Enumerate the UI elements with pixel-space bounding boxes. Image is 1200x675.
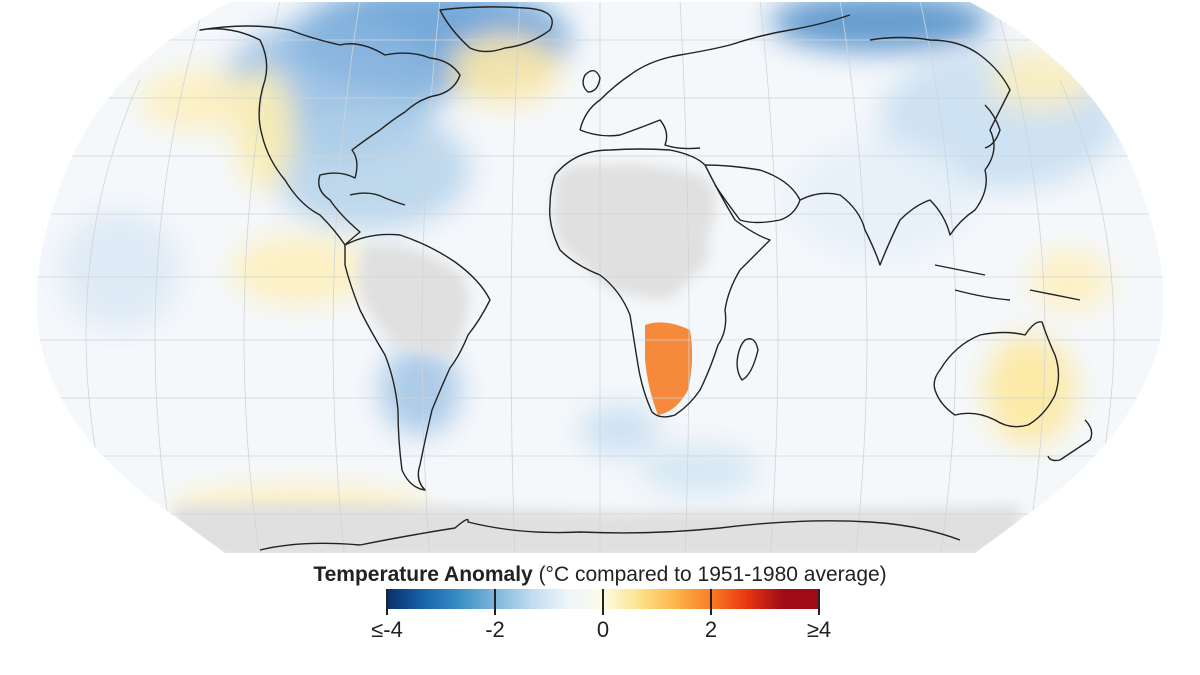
- coast-british-isles: [582, 70, 601, 93]
- legend-color-stop: [747, 589, 784, 609]
- coast-africa: [549, 148, 771, 418]
- legend-label-zero: 0: [596, 617, 610, 642]
- legend-label-min: ≤-4: [371, 617, 403, 642]
- coast-australia: [933, 321, 1060, 428]
- legend-color-stop: [567, 589, 604, 609]
- legend-color-stop: [639, 589, 676, 609]
- legend-tick-max: [818, 589, 820, 615]
- anomaly-northeast-pacific: [140, 70, 260, 130]
- legend-tick-pos2: [710, 589, 712, 615]
- legend-tick-zero: [602, 589, 604, 615]
- no-data-south-america-interior: [358, 243, 470, 355]
- anomaly-southern-ocean: [640, 445, 760, 495]
- legend-title-bold: Temperature Anomaly: [313, 563, 533, 586]
- coast-south-america: [344, 233, 491, 491]
- anomaly-east-australia: [985, 335, 1075, 445]
- legend-color-stop: [387, 589, 424, 609]
- legend-tick-neg2: [494, 589, 496, 615]
- coast-indonesia: [934, 264, 1081, 301]
- coastlines: [199, 6, 1093, 551]
- anomaly-north-atlantic: [450, 35, 560, 105]
- anomaly-siberia: [770, 2, 990, 52]
- anomaly-western-pacific: [1030, 250, 1110, 310]
- coast-antarctica: [259, 518, 961, 551]
- world-map: [36, 2, 1164, 553]
- anomaly-north-america-east: [270, 110, 470, 230]
- legend-color-stop: [603, 589, 640, 609]
- legend-color-stop: [423, 589, 460, 609]
- legend-tick-min: [386, 589, 388, 615]
- anomaly-east-pacific: [60, 210, 180, 330]
- legend-label-neg2: -2: [485, 617, 505, 642]
- legend-label-max: ≥4: [806, 617, 832, 642]
- map-legend: Temperature Anomaly (°C compared to 1951…: [0, 555, 1200, 665]
- coast-new-zealand: [1047, 419, 1093, 462]
- anomaly-india-region: [790, 140, 970, 260]
- legend-color-stop: [783, 589, 820, 609]
- no-data-regions: [175, 163, 1020, 553]
- legend-title-rest: (°C compared to 1951-1980 average): [532, 563, 887, 586]
- anomaly-tropical-pacific: [230, 235, 370, 305]
- anomaly-argentina: [380, 345, 460, 435]
- coast-north-america: [199, 25, 461, 246]
- no-data-antarctica: [175, 503, 1020, 553]
- graticule: [36, 2, 1164, 553]
- anomaly-southern-africa-warm: [645, 322, 693, 415]
- legend-color-stop: [495, 589, 532, 609]
- legend-color-stop: [711, 589, 748, 609]
- coast-japan: [984, 104, 1001, 149]
- no-data-north-central-africa: [552, 163, 716, 300]
- coast-caribbean: [349, 192, 406, 206]
- legend-color-bar: [387, 589, 820, 609]
- coast-greenland: [439, 6, 553, 53]
- legend-color-stop: [531, 589, 568, 609]
- legend-color-stop: [675, 589, 712, 609]
- coast-asia: [799, 36, 1011, 266]
- anomaly-south-atlantic: [580, 405, 660, 455]
- coast-europe: [579, 14, 851, 150]
- legend-title: Temperature Anomaly (°C compared to 1951…: [0, 563, 1200, 587]
- legend-color-stop: [459, 589, 496, 609]
- legend-label-pos2: 2: [704, 617, 718, 642]
- coast-madagascar: [736, 338, 759, 381]
- coast-arabia: [704, 164, 801, 224]
